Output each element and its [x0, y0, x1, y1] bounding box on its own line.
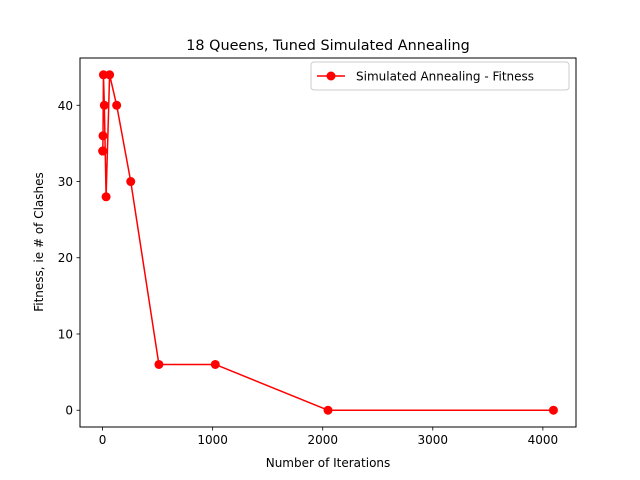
data-point [99, 100, 109, 110]
y-tick-label: 10 [58, 327, 73, 341]
x-axis-label: Number of Iterations [266, 456, 391, 470]
legend: Simulated Annealing - Fitness [310, 61, 570, 91]
x-tick-label: 3000 [418, 433, 449, 447]
data-point [98, 131, 108, 141]
data-point [323, 405, 333, 415]
x-tick-label: 4000 [528, 433, 559, 447]
axes-frame [79, 57, 577, 428]
x-tick-label: 0 [99, 433, 107, 447]
chart-title: 18 Queens, Tuned Simulated Annealing [186, 38, 470, 54]
y-tick-label: 30 [58, 175, 73, 189]
plot-area [98, 70, 558, 415]
legend-box [310, 61, 570, 91]
y-tick-label: 40 [58, 99, 73, 113]
data-point [98, 70, 108, 80]
x-tick-label: 1000 [197, 433, 228, 447]
data-point [101, 192, 111, 202]
y-tick-label: 0 [65, 404, 73, 418]
data-point [105, 70, 115, 80]
y-axis: 0 10 20 30 40 [58, 99, 80, 418]
data-point [112, 100, 122, 110]
legend-entry-label: Simulated Annealing - Fitness [356, 70, 534, 84]
legend-marker-sample [326, 71, 336, 81]
data-point [548, 405, 558, 415]
x-axis: 0 1000 2000 3000 4000 [99, 427, 558, 447]
data-point [98, 146, 108, 156]
y-tick-label: 20 [58, 251, 73, 265]
x-tick-label: 2000 [307, 433, 338, 447]
data-point [154, 359, 164, 369]
data-point [210, 359, 220, 369]
y-axis-label: Fitness, ie # of Clashes [32, 172, 46, 312]
data-point [126, 177, 136, 187]
